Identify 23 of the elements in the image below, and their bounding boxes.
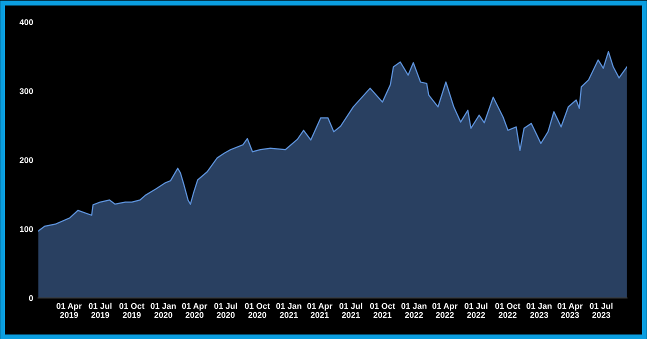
x-tick-label: 01 Oct 2020 (244, 303, 270, 318)
x-tick-label: 01 Oct 2019 (119, 303, 144, 318)
x-tick-label: 01 Jan 2021 (276, 303, 302, 318)
x-tick-label: 01 Apr 2022 (432, 303, 458, 318)
x-tick-label: 01 Jul 2019 (88, 302, 112, 318)
x-tick-label: 01 Apr 2023 (558, 303, 583, 318)
x-tick-label: 01 Jul 2020 (214, 302, 237, 318)
y-tick-label: 400 (20, 19, 33, 26)
x-tick-label: 01 Jul 2021 (339, 302, 362, 318)
y-tick-label: 300 (20, 88, 33, 94)
x-tick-label: 01 Jul 2023 (590, 302, 612, 318)
x-tick-label: 01 Apr 2021 (307, 303, 332, 318)
y-tick-label: 0 (29, 295, 33, 302)
x-tick-label: 01 Jul 2022 (464, 302, 488, 318)
x-tick-label: 01 Apr 2019 (56, 303, 82, 318)
x-tick-label: 01 Apr 2020 (182, 303, 208, 318)
y-tick-label: 200 (20, 157, 33, 164)
x-tick-label: 01 Oct 2021 (370, 303, 396, 318)
x-tick-label: 01 Jan 2020 (150, 303, 176, 318)
x-tick-label: 01 Oct 2022 (495, 303, 520, 318)
x-tick-label: 01 Jan 2022 (401, 303, 426, 318)
x-tick-label: 01 Jan 2023 (526, 303, 552, 318)
y-tick-label: 100 (20, 226, 33, 232)
